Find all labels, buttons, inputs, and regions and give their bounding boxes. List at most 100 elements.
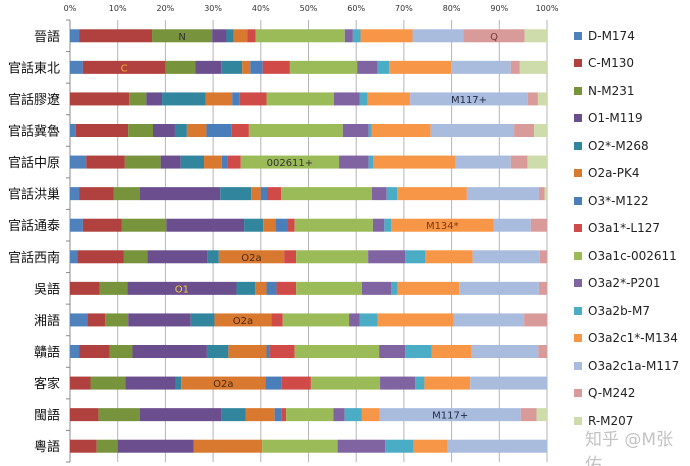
bar-segment-q-m242: [539, 250, 547, 264]
legend-item: O2*-M268: [574, 132, 679, 160]
category-label: 官話冀魯: [8, 124, 60, 140]
data-label: O2a: [213, 379, 233, 390]
bar-segment-o3a2c1a-m117: [472, 250, 540, 264]
bar-segment-n-m231: [113, 187, 140, 201]
data-label: O1: [175, 284, 189, 295]
legend-swatch: [574, 306, 582, 315]
bar-segment-o3a2-p201: [342, 124, 369, 137]
x-tick-label: 50%: [300, 4, 318, 13]
legend-swatch: [574, 224, 582, 233]
bar-segment-c-m130: [70, 439, 97, 453]
data-label: O2a: [241, 253, 261, 264]
bar-segment-q-m242: [527, 92, 538, 106]
legend-item: O3a1c-002611: [574, 242, 679, 270]
bar-segment-o3a2-p201: [357, 60, 378, 74]
bar-segment-o3a2b-m7: [386, 187, 398, 201]
bar-segment-o3-m122: [232, 92, 240, 106]
bar-segment-n-m231: [98, 408, 140, 422]
bar-segment-o3a2c1-m134: [424, 376, 471, 390]
bar-segment-o3a1c-002611: [294, 218, 373, 232]
bar-segment-r-m207: [537, 92, 547, 106]
bar-segment-o3a2-p201: [344, 29, 353, 43]
bar-segment-o2a-pk4: [242, 60, 251, 74]
x-tick-label: 40%: [252, 4, 270, 13]
bar-segment-d-m174: [70, 187, 80, 201]
bar-segment-o3a1-l127: [267, 187, 282, 201]
bar-segment-o2-m268: [226, 29, 234, 43]
bar-segment-n-m231: [99, 281, 128, 295]
legend-swatch: [574, 141, 582, 150]
bar-segment-o3a2-p201: [349, 313, 360, 327]
data-label: Q: [490, 32, 498, 43]
data-label: C: [121, 63, 128, 74]
legend-swatch: [574, 196, 582, 205]
legend-swatch: [574, 279, 582, 288]
bar-segment-o2a-pk4: [233, 29, 248, 43]
bar-segment-o3a2-p201: [337, 439, 386, 453]
legend-label: Q-M242: [588, 386, 636, 401]
x-tick-label: 60%: [347, 4, 365, 13]
category-label: 官話洪巢: [8, 187, 60, 203]
bar-segment-o1-m119: [147, 250, 208, 264]
legend-label: N-M231: [588, 83, 635, 98]
bar-segment-o3a1c-002611: [286, 408, 334, 422]
bar-segment-q-m242: [510, 155, 528, 169]
legend-item: D-M174: [574, 22, 679, 50]
bar-segment-o3a2-p201: [333, 408, 345, 422]
legend-item: O2a-PK4: [574, 160, 679, 188]
bar-segment-o2a-pk4: [214, 313, 272, 327]
bar-segment-o1-m119: [128, 313, 191, 327]
legend-swatch: [574, 361, 582, 370]
bar-segment-o3-m122: [265, 376, 282, 390]
bar-segment-q-m242: [524, 313, 547, 327]
legend-label: O3a2*-P201: [588, 276, 661, 291]
category-label: 官話通泰: [8, 218, 60, 234]
legend-swatch: [574, 31, 582, 40]
bar-segment-o3-m122: [221, 155, 228, 169]
bar-segment-q-m242: [538, 345, 547, 358]
bar-segment-o3-m122: [274, 408, 282, 422]
bar-segment-c-m130: [70, 92, 130, 106]
x-tick-label: 10%: [109, 4, 127, 13]
bar-segment-o3a2c1-m134: [413, 439, 448, 453]
bar-segment-n-m231: [128, 124, 153, 137]
bar-segment-o2-m268: [236, 281, 256, 295]
category-label: 吳語: [34, 281, 60, 297]
bar-segment-o3a2b-m7: [415, 376, 425, 390]
category-label: 晉語: [34, 29, 60, 45]
category-label: 官話膠遼: [8, 92, 60, 108]
legend-item: O3a2*-P201: [574, 270, 679, 298]
bar-segment-o2-m268: [221, 60, 243, 74]
legend-label: O2*-M268: [588, 138, 649, 153]
bar-segment-o3a2c1-m134: [377, 313, 454, 327]
bar-segment-o3a1-l127: [284, 250, 297, 264]
legend-item: O3a2b-M7: [574, 297, 679, 325]
bar-segment-o1-m119: [195, 60, 222, 74]
data-label: O2a: [233, 316, 253, 327]
bar-segment-o3a2c1a-m117: [466, 187, 539, 201]
bar-segment-o2-m268: [162, 92, 206, 106]
legend-label: D-M174: [588, 28, 635, 43]
x-tick-label: 70%: [395, 4, 413, 13]
bar-segment-o3a2b-m7: [352, 29, 361, 43]
bar-segment-o3a2c1a-m117: [459, 281, 539, 295]
legend-swatch: [574, 389, 582, 398]
x-tick-label: 100%: [536, 4, 559, 13]
bar-segment-r-m207: [524, 29, 547, 43]
bar-segment-o3a2-p201: [372, 218, 385, 232]
bar-segment-d-m174: [70, 124, 76, 137]
legend-label: O3*-M122: [588, 193, 649, 208]
bar-segment-o3-m122: [266, 281, 277, 295]
bar-segment-o2a-pk4: [193, 439, 263, 453]
bar-segment-o3a1c-002611: [281, 187, 372, 201]
bar-segment-o3a1c-002611: [296, 250, 369, 264]
bar-segment-o3a1-l127: [227, 155, 241, 169]
x-tick-label: 90%: [490, 4, 508, 13]
bar-segment-o3a2b-m7: [405, 250, 426, 264]
bar-segment-r-m207: [544, 187, 547, 201]
bar-segment-o2-m268: [244, 218, 264, 232]
bar-segment-o1-m119: [160, 155, 181, 169]
bar-segment-c-m130: [82, 60, 166, 74]
bar-segment-o2a-pk4: [204, 155, 222, 169]
